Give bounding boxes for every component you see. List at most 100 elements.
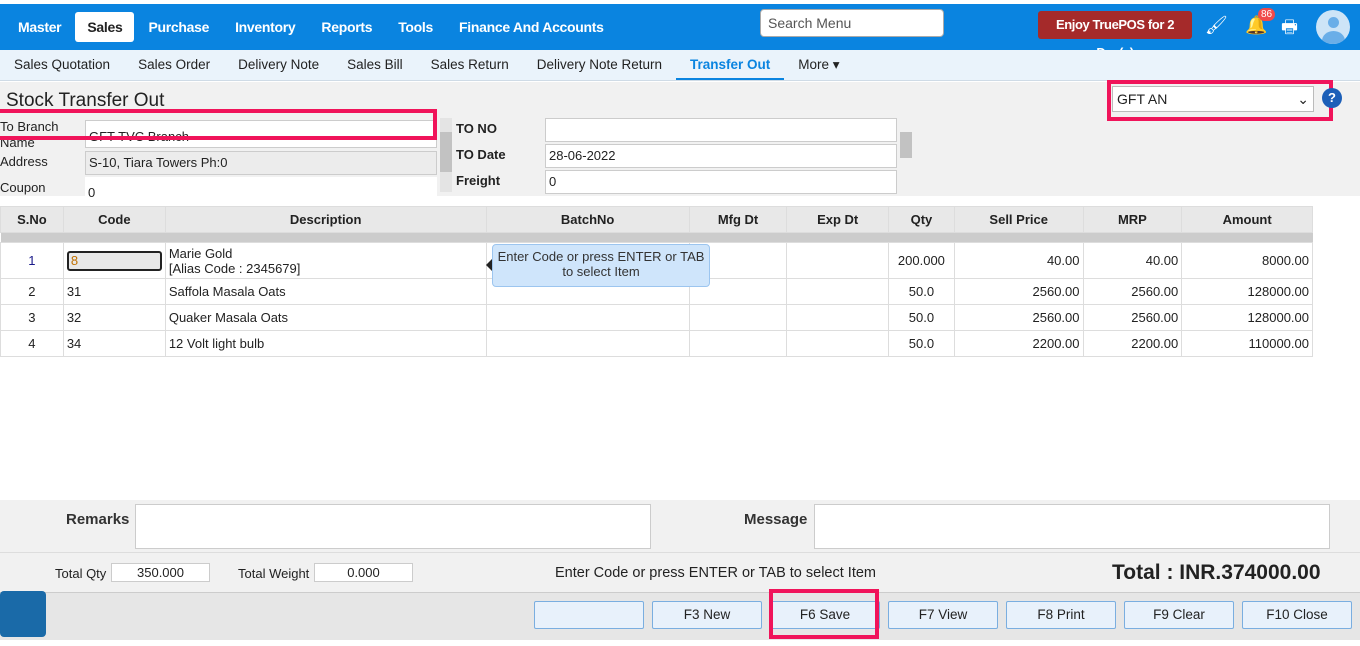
remarks-label: Remarks xyxy=(66,511,130,528)
alias-code: [Alias Code : 2345679] xyxy=(168,260,301,276)
column-header: Description xyxy=(164,206,487,233)
to-date-field[interactable]: 28-06-2022 xyxy=(545,144,897,168)
description: Quaker Masala Oats xyxy=(168,310,289,325)
batch-cell xyxy=(485,304,690,331)
scrollbar[interactable] xyxy=(440,118,452,192)
column-header: BatchNo xyxy=(485,206,690,233)
help-icon[interactable]: ? xyxy=(1322,88,1342,108)
avatar[interactable] xyxy=(1316,10,1350,44)
description: Marie Gold xyxy=(168,245,233,261)
column-header: Exp Dt xyxy=(786,206,889,233)
nav-tools[interactable]: Tools xyxy=(398,19,433,35)
column-header: Code xyxy=(62,206,166,233)
tab-more-[interactable]: More ▾ xyxy=(798,57,840,72)
code-input[interactable]: 8 xyxy=(66,250,162,271)
table-row[interactable]: 1 8 Marie Gold [Alias Code : 2345679] 200.00… xyxy=(0,242,1313,279)
notification-badge: 86 xyxy=(1258,8,1276,21)
mfg-cell xyxy=(688,304,788,331)
freight-field[interactable]: 0 xyxy=(545,170,897,194)
sell-price-cell: 2560.00 xyxy=(953,304,1084,331)
highlight-box xyxy=(1107,80,1333,121)
address-field: S-10, Tiara Towers Ph:0 xyxy=(85,151,437,175)
remarks-textarea[interactable] xyxy=(135,504,651,549)
exp-cell xyxy=(786,304,889,331)
to-no-label: TO NO xyxy=(456,121,497,136)
blank-button[interactable] xyxy=(534,601,644,629)
code-cell[interactable]: 8 xyxy=(62,242,166,279)
promo-button[interactable]: Enjoy TruePOS for 2 Day(s) xyxy=(1038,11,1192,60)
paint-brush-icon[interactable]: 🖌 xyxy=(1205,15,1228,35)
search-menu-input[interactable]: Search Menu xyxy=(760,9,944,37)
coupon-label: Coupon xyxy=(0,180,46,195)
qty-cell: 50.0 xyxy=(887,304,955,331)
tooltip: Enter Code or press ENTER or TAB to sele… xyxy=(486,244,710,287)
tab-sales-quotation[interactable]: Sales Quotation xyxy=(14,57,111,72)
nav-purchase[interactable]: Purchase xyxy=(148,19,210,35)
mrp-cell: 2200.00 xyxy=(1082,330,1183,357)
save-button[interactable]: F6 Save xyxy=(770,601,880,629)
table-row[interactable]: 4 34 12 Volt light bulb 50.0 2200.00 2200.00 1… xyxy=(0,330,1313,357)
coupon-field[interactable]: 0 xyxy=(85,177,437,200)
amount-cell: 8000.00 xyxy=(1181,242,1313,279)
action-bar: F3 New F6 Save F7 View F8 Print F9 Clear F10 … xyxy=(0,591,1360,640)
remarks-section: Remarks Message xyxy=(0,500,1360,552)
exp-cell xyxy=(786,330,889,357)
scrollbar[interactable] xyxy=(900,118,912,192)
message-label: Message xyxy=(744,511,808,528)
printer-icon[interactable]: 🖶 xyxy=(1281,17,1298,37)
nav-reports[interactable]: Reports xyxy=(321,19,373,35)
chevron-down-icon: ⌄ xyxy=(1297,91,1309,107)
branch-select[interactable]: GFT AN ⌄ xyxy=(1112,86,1314,112)
hint-text: Enter Code or press ENTER or TAB to sele… xyxy=(555,565,876,581)
message-textarea[interactable] xyxy=(814,504,1330,549)
code-cell[interactable]: 32 xyxy=(62,304,166,331)
to-branch-field[interactable]: GFT TVC Branch xyxy=(85,120,437,148)
new-button[interactable]: F3 New xyxy=(652,601,762,629)
mrp-cell: 2560.00 xyxy=(1082,278,1183,305)
assistant-avatar-icon[interactable] xyxy=(0,591,46,637)
print-button[interactable]: F8 Print xyxy=(1006,601,1116,629)
page-title: Stock Transfer Out xyxy=(6,90,165,111)
column-header: MRP xyxy=(1082,206,1183,233)
description: Saffola Masala Oats xyxy=(168,284,286,299)
qty-cell: 200.000 xyxy=(887,242,955,279)
table-row[interactable]: 3 32 Quaker Masala Oats 50.0 2560.00 2560.00 1… xyxy=(0,304,1313,331)
amount-cell: 110000.00 xyxy=(1181,330,1313,357)
exp-cell xyxy=(786,242,889,279)
tab-transfer-out[interactable]: Transfer Out xyxy=(676,50,785,80)
column-header: Mfg Dt xyxy=(688,206,788,233)
description-cell: 12 Volt light bulb xyxy=(164,330,487,357)
close-button[interactable]: F10 Close xyxy=(1242,601,1352,629)
items-table: S.No Code Description BatchNo Mfg Dt Exp Dt Qt… xyxy=(0,206,1313,357)
sno-cell: 3 xyxy=(0,304,64,331)
to-no-field[interactable] xyxy=(545,118,897,142)
clear-button[interactable]: F9 Clear xyxy=(1124,601,1234,629)
code-cell[interactable]: 31 xyxy=(62,278,166,305)
code-cell[interactable]: 34 xyxy=(62,330,166,357)
branch-select-value: GFT AN xyxy=(1117,91,1168,107)
totals-bar: Total Qty 350.000 Total Weight 0.000 Ent… xyxy=(0,552,1360,592)
tab-delivery-note-return[interactable]: Delivery Note Return xyxy=(536,57,662,72)
total-qty-label: Total Qty xyxy=(55,566,107,581)
amount-cell: 128000.00 xyxy=(1181,304,1313,331)
total-weight-label: Total Weight xyxy=(238,566,310,581)
tab-sales-order[interactable]: Sales Order xyxy=(138,57,211,72)
batch-cell xyxy=(485,330,690,357)
nav-finance-and-accounts[interactable]: Finance And Accounts xyxy=(459,19,604,35)
grand-total: Total : INR.374000.00 xyxy=(1112,561,1321,584)
freight-label: Freight xyxy=(456,173,501,188)
sub-nav: Sales Quotation Sales Order Delivery Note S… xyxy=(0,50,1360,81)
sno-cell: 2 xyxy=(0,278,64,305)
to-date-label: TO Date xyxy=(456,147,506,162)
sell-price-cell: 2560.00 xyxy=(953,278,1084,305)
address-label: Address xyxy=(0,154,48,169)
tab-sales-bill[interactable]: Sales Bill xyxy=(347,57,403,72)
tab-delivery-note[interactable]: Delivery Note xyxy=(238,57,320,72)
column-header: S.No xyxy=(0,206,64,233)
column-header: Sell Price xyxy=(953,206,1084,233)
nav-sales[interactable]: Sales xyxy=(75,12,135,42)
view-button[interactable]: F7 View xyxy=(888,601,998,629)
nav-inventory[interactable]: Inventory xyxy=(235,19,296,35)
nav-master[interactable]: Master xyxy=(18,19,62,35)
tab-sales-return[interactable]: Sales Return xyxy=(430,57,509,72)
